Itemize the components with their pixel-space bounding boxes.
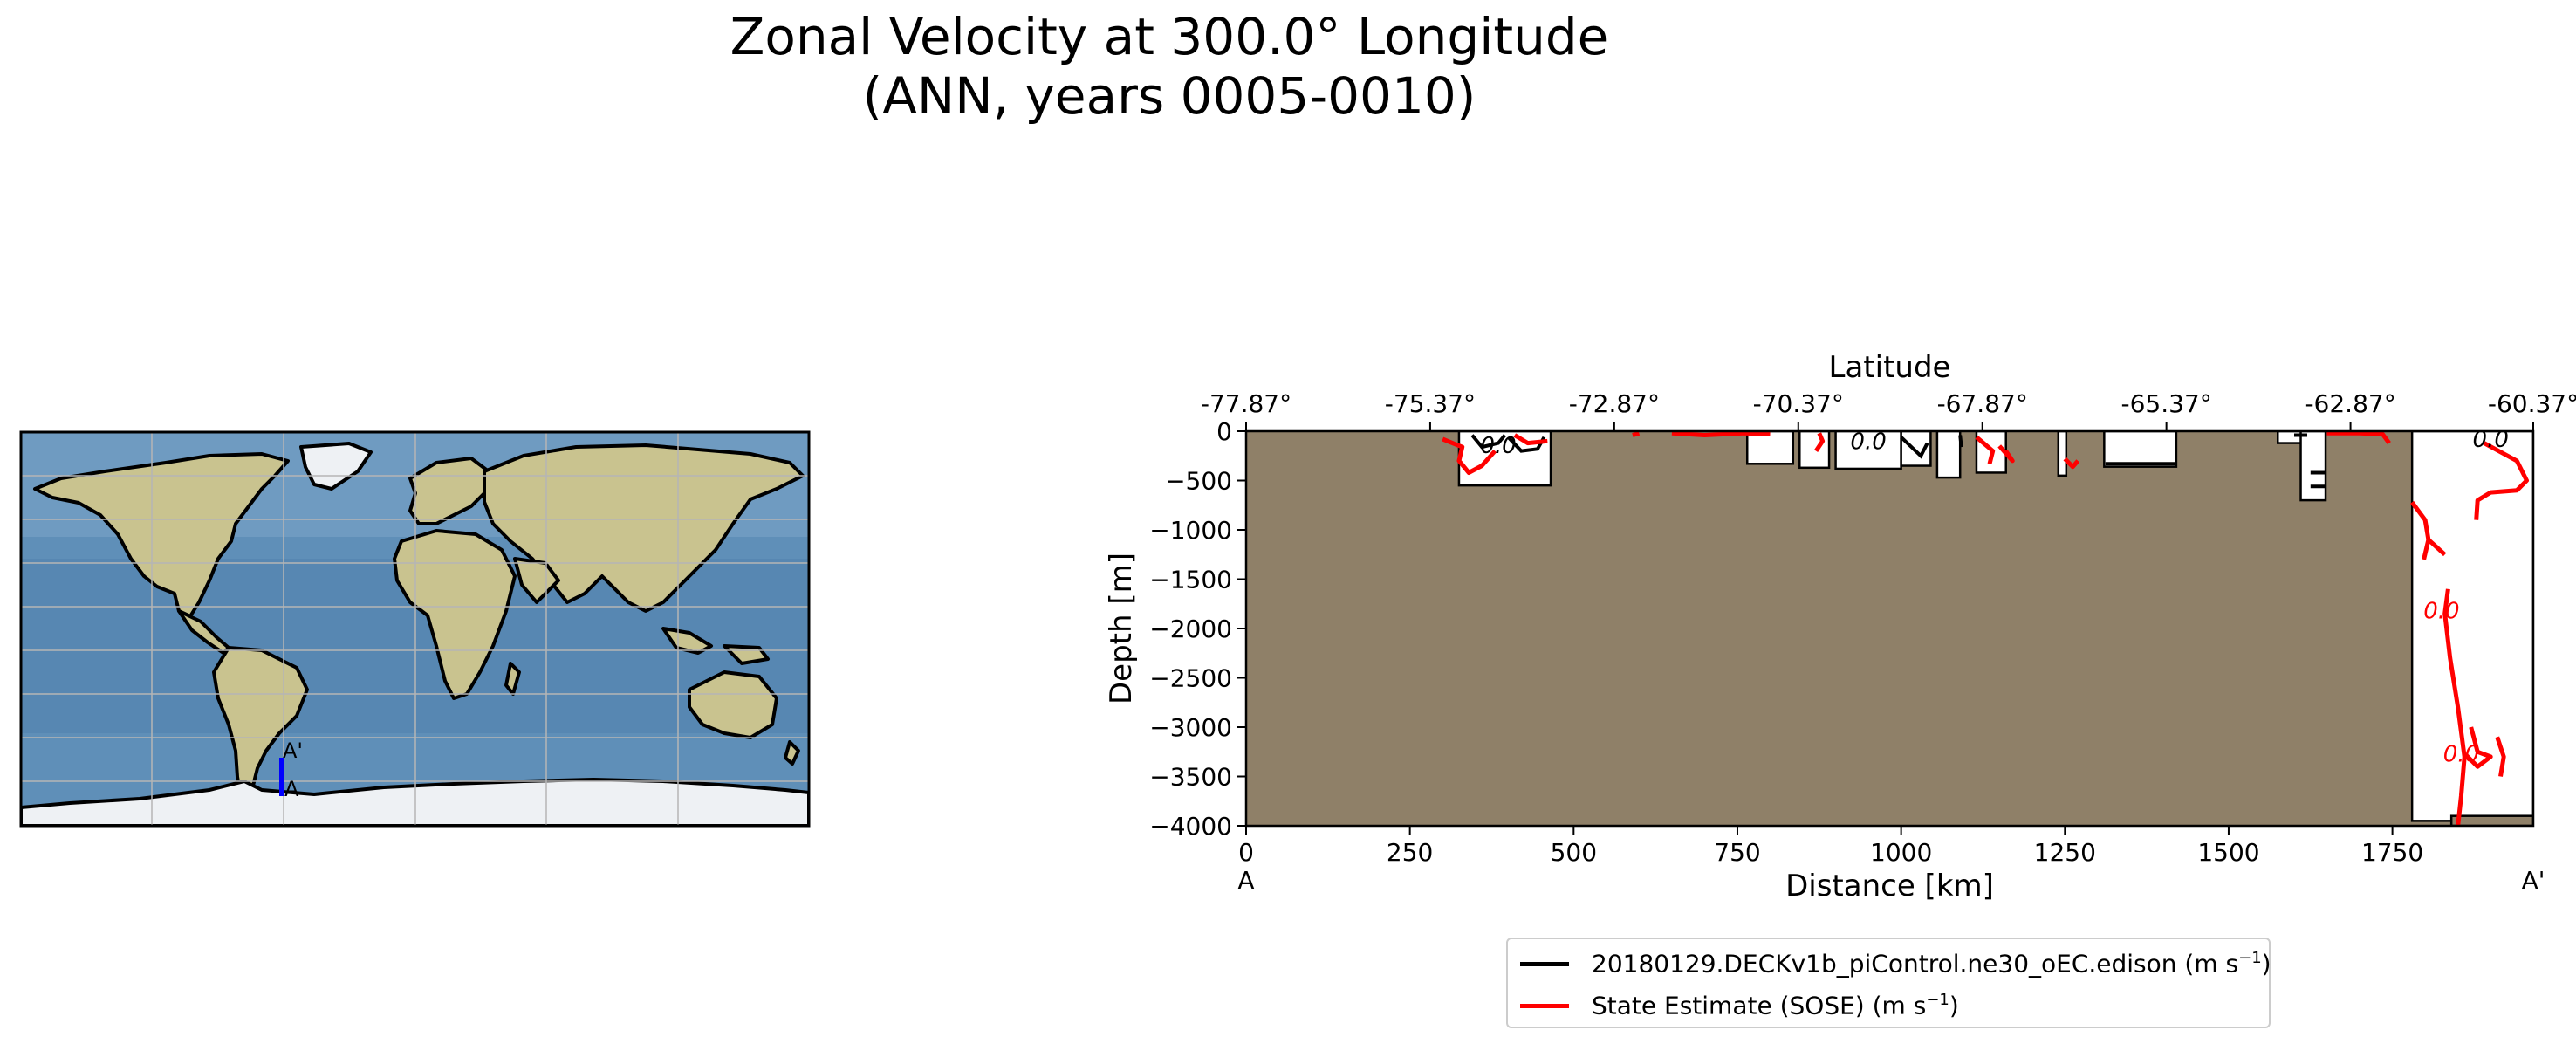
contour-label: 0.0 (2443, 742, 2479, 768)
map-land-new-zealand (784, 740, 800, 766)
sose-contour-line (1975, 435, 1996, 464)
y-tick-label: −3500 (1149, 763, 1232, 792)
legend-item-model: 20180129.DECKv1b_piControl.ne30_oEC.edis… (1520, 946, 2271, 981)
water-region (2057, 431, 2068, 477)
map-graticule (21, 432, 809, 826)
model-contour-line (1470, 434, 1507, 450)
world-map: A A' (21, 432, 809, 826)
water-region (1745, 431, 1795, 465)
map-land-indonesia (661, 627, 713, 655)
contour-label: 0.0 (1850, 429, 1886, 455)
model-contour-line (1958, 435, 1963, 448)
water-region (1935, 431, 1962, 479)
map-continents (21, 442, 809, 826)
water-region (1798, 431, 1831, 470)
figure-title-line2: (ANN, years 0005-0010) (862, 66, 1476, 126)
sose-contour-line (2495, 736, 2506, 777)
model-contour-line (1900, 436, 1929, 459)
y-tick-label: −500 (1165, 467, 1232, 496)
y-tick-label: −1500 (1149, 566, 1232, 594)
x-tick-label: 0 (1238, 838, 1254, 867)
top-tick-label: -70.37° (1753, 389, 1844, 418)
sose-contour-line (2422, 539, 2431, 560)
y-tick-label: −2000 (1149, 615, 1232, 643)
sose-contour-line (2442, 588, 2467, 826)
section-start-label: A (1237, 866, 1254, 895)
top-tick-label: -65.37° (2121, 389, 2212, 418)
map-land-north-america (33, 452, 290, 618)
top-tick-label: -75.37° (1385, 389, 1476, 418)
sose-contour-line (2326, 431, 2391, 445)
legend-swatch-sose (1520, 1003, 1569, 1008)
water-region (2103, 431, 2178, 468)
sose-contour-line (1632, 431, 1641, 437)
legend: 20180129.DECKv1b_piControl.ne30_oEC.edis… (1506, 938, 2271, 1028)
map-transect-end-label: A' (283, 738, 303, 763)
map-land-europe (408, 457, 490, 525)
legend-item-sose: State Estimate (SOSE) (m s−1) (1520, 988, 1959, 1023)
x-tick-label: 1750 (2361, 838, 2423, 867)
legend-label-model: 20180129.DECKv1b_piControl.ne30_oEC.edis… (1592, 949, 2271, 979)
top-tick-label: -60.37° (2488, 389, 2576, 418)
y-tick-label: −3000 (1149, 713, 1232, 742)
sose-contour-line (1442, 436, 1497, 475)
sose-contour-line (1671, 431, 1771, 437)
top-axis-label: Latitude (1829, 350, 1951, 385)
sose-contour-line (2474, 441, 2529, 520)
figure-title-line1: Zonal Velocity at 300.0° Longitude (730, 7, 1609, 66)
top-tick-label: -77.87° (1201, 389, 1291, 418)
figure-title: Zonal Velocity at 300.0° Longitude (ANN,… (663, 7, 1675, 126)
section-plot: 0.0 0.0 0.0 0.0 0.0 0 250 500 750 1000 1250 1500 17… (1104, 350, 2576, 903)
sose-contour-line (2463, 726, 2493, 769)
map-land-arabia (513, 557, 560, 604)
bathymetry-fill (1246, 431, 2533, 826)
top-tick-label: -67.87° (1937, 389, 2028, 418)
water-region (2410, 431, 2533, 822)
x-tick-label: 1250 (2034, 838, 2096, 867)
x-axis-label: Distance [km] (1785, 869, 1994, 903)
x-tick-label: 500 (1551, 838, 1597, 867)
sose-contour-line (2410, 500, 2447, 557)
contour-label: 0.0 (2473, 427, 2509, 453)
water-region (2299, 431, 2327, 502)
map-transect-start-label: A (284, 777, 299, 801)
y-tick-label: −1000 (1149, 516, 1232, 545)
top-tick-label: -72.87° (1569, 389, 1660, 418)
sose-contour-line (2063, 457, 2080, 470)
y-tick-label: 0 (1216, 417, 1232, 446)
y-axis-label: Depth [m] (1104, 553, 1139, 704)
map-land-greenland (299, 442, 373, 491)
sose-contour-line (1997, 444, 2015, 464)
x-tick-label: 1000 (1870, 838, 1932, 867)
x-tick-label: 1500 (2197, 838, 2259, 867)
sose-contour-line (1814, 432, 1826, 452)
map-land-australia (688, 670, 778, 739)
map-frame (19, 430, 811, 828)
section-end-label: A' (2522, 866, 2545, 895)
bathymetry-step (2449, 814, 2533, 826)
y-tick-label: −2500 (1149, 664, 1232, 693)
legend-label-sose: State Estimate (SOSE) (m s−1) (1592, 991, 1959, 1020)
x-tick-label: 250 (1387, 838, 1433, 867)
top-tick-label: -62.87° (2305, 389, 2395, 418)
legend-swatch-model (1520, 961, 1569, 966)
x-tick-label: 750 (1714, 838, 1760, 867)
contour-label: 0.0 (2423, 599, 2459, 625)
contour-label: 0.0 (1480, 433, 1516, 459)
y-tick-label: −4000 (1149, 812, 1232, 841)
sose-contour-line (1513, 433, 1548, 446)
